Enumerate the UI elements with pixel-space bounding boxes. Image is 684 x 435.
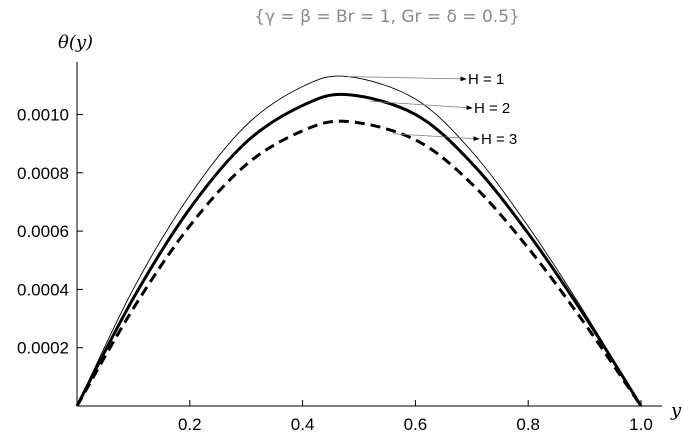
x-tick-label: 0.8 (516, 415, 540, 434)
legend-annotations: H = 1 H = 2 H = 3 (347, 71, 517, 148)
x-tick-label: 0.4 (291, 415, 315, 434)
x-tick-label: 0.2 (178, 415, 202, 434)
series-line-h3 (75, 119, 643, 407)
legend-pointer (370, 100, 473, 111)
series-line-h1 (76, 75, 642, 407)
legend-label-h2: H = 2 (474, 100, 510, 117)
x-axis-label: y (670, 400, 682, 421)
legend-label-h1: H = 1 (468, 71, 504, 88)
chart-subtitle: {γ = β = Br = 1, Gr = δ = 0.5} (254, 7, 520, 27)
legend-pointer (347, 76, 467, 82)
y-tick-label: 0.0006 (17, 222, 69, 241)
y-tick-label: 0.0008 (17, 164, 69, 183)
x-tick-label: 0.6 (404, 415, 428, 434)
y-axis-label: θ(y) (58, 32, 93, 53)
y-tick-label: 0.0002 (17, 339, 69, 358)
axis-ticks: 0.2 0.4 0.6 0.8 1.0 0.0002 0.0004 0.0006 0.0008 0… (17, 105, 653, 434)
legend-pointer (392, 133, 480, 142)
series-line-h2 (75, 92, 643, 407)
y-tick-label: 0.0010 (17, 105, 69, 124)
legend-label-h3: H = 3 (481, 131, 517, 148)
x-tick-label: 1.0 (629, 415, 653, 434)
y-tick-label: 0.0004 (17, 280, 69, 299)
series-group (75, 75, 643, 407)
